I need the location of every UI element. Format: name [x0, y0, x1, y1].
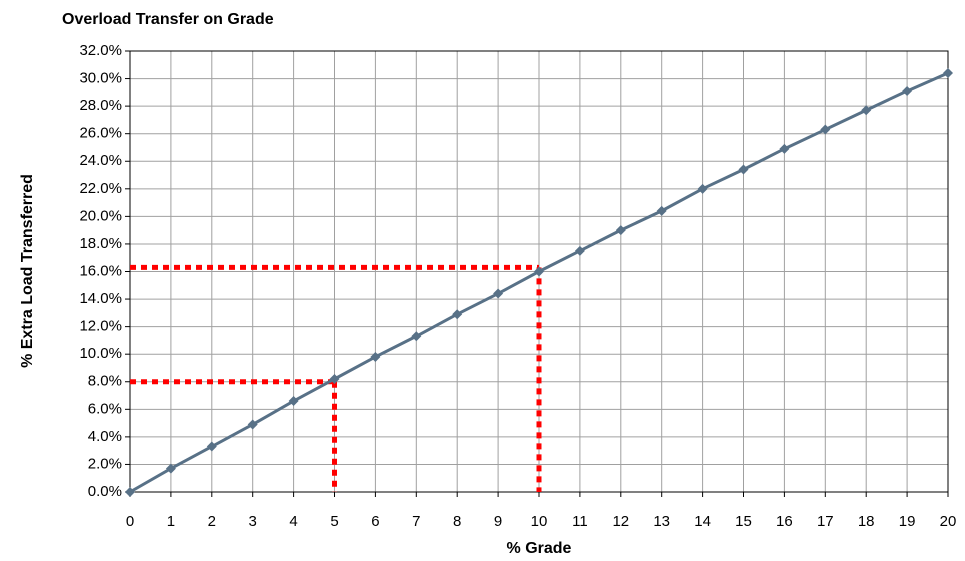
y-tick-label: 26.0% — [79, 125, 122, 142]
data-point — [738, 164, 749, 175]
x-tick-label: 9 — [494, 513, 502, 530]
data-point — [411, 331, 422, 342]
x-tick-label: 13 — [653, 513, 670, 530]
x-tick-label: 3 — [249, 513, 257, 530]
y-tick-label: 10.0% — [79, 345, 122, 362]
x-tick-label: 8 — [453, 513, 461, 530]
x-tick-label: 12 — [612, 513, 629, 530]
data-point — [943, 68, 953, 79]
data-point — [861, 105, 872, 116]
x-tick-label: 16 — [776, 513, 793, 530]
x-tick-label: 0 — [126, 513, 134, 530]
data-point — [165, 463, 176, 474]
data-point — [574, 245, 585, 256]
data-point — [534, 266, 544, 277]
x-tick-label: 7 — [412, 513, 420, 530]
y-tick-label: 16.0% — [79, 262, 122, 279]
y-axis-label: % Extra Load Transferred — [19, 174, 36, 368]
data-point — [370, 351, 381, 362]
chart-title: Overload Transfer on Grade — [62, 11, 274, 28]
data-point — [125, 487, 135, 497]
data-point — [697, 183, 708, 194]
y-tick-label: 12.0% — [79, 318, 122, 335]
x-tick-label: 6 — [371, 513, 379, 530]
y-tick-label: 24.0% — [79, 152, 122, 169]
x-tick-label: 4 — [289, 513, 297, 530]
x-tick-label: 14 — [694, 513, 711, 530]
y-tick-label: 18.0% — [79, 235, 122, 252]
y-tick-label: 32.0% — [79, 42, 122, 59]
x-tick-label: 2 — [208, 513, 216, 530]
y-tick-label: 20.0% — [79, 207, 122, 224]
y-tick-label: 8.0% — [88, 373, 122, 390]
data-point — [902, 85, 913, 96]
data-point — [206, 441, 217, 452]
x-tick-label: 11 — [572, 513, 588, 530]
data-point — [247, 419, 258, 430]
x-tick-label: 19 — [899, 513, 916, 530]
y-tick-label: 14.0% — [79, 290, 122, 307]
y-tick-label: 6.0% — [88, 400, 122, 417]
data-point — [329, 373, 340, 384]
y-tick-label: 2.0% — [88, 455, 122, 472]
data-point — [820, 124, 831, 135]
x-axis-label: % Grade — [507, 540, 572, 557]
data-point — [615, 225, 626, 236]
y-tick-label: 4.0% — [88, 428, 122, 445]
y-tick-label: 30.0% — [79, 70, 122, 87]
data-point — [656, 205, 667, 216]
x-tick-label: 20 — [940, 513, 957, 530]
data-point — [452, 309, 463, 320]
x-tick-label: 17 — [817, 513, 834, 530]
data-point — [288, 396, 299, 407]
x-tick-label: 10 — [531, 513, 548, 530]
y-tick-label: 0.0% — [88, 483, 122, 500]
x-tick-label: 1 — [167, 513, 175, 530]
data-point — [779, 143, 790, 154]
y-tick-label: 28.0% — [79, 97, 122, 114]
y-tick-label: 22.0% — [79, 180, 122, 197]
x-tick-label: 15 — [735, 513, 752, 530]
x-tick-label: 5 — [330, 513, 338, 530]
data-point — [493, 288, 504, 299]
x-tick-label: 18 — [858, 513, 875, 530]
